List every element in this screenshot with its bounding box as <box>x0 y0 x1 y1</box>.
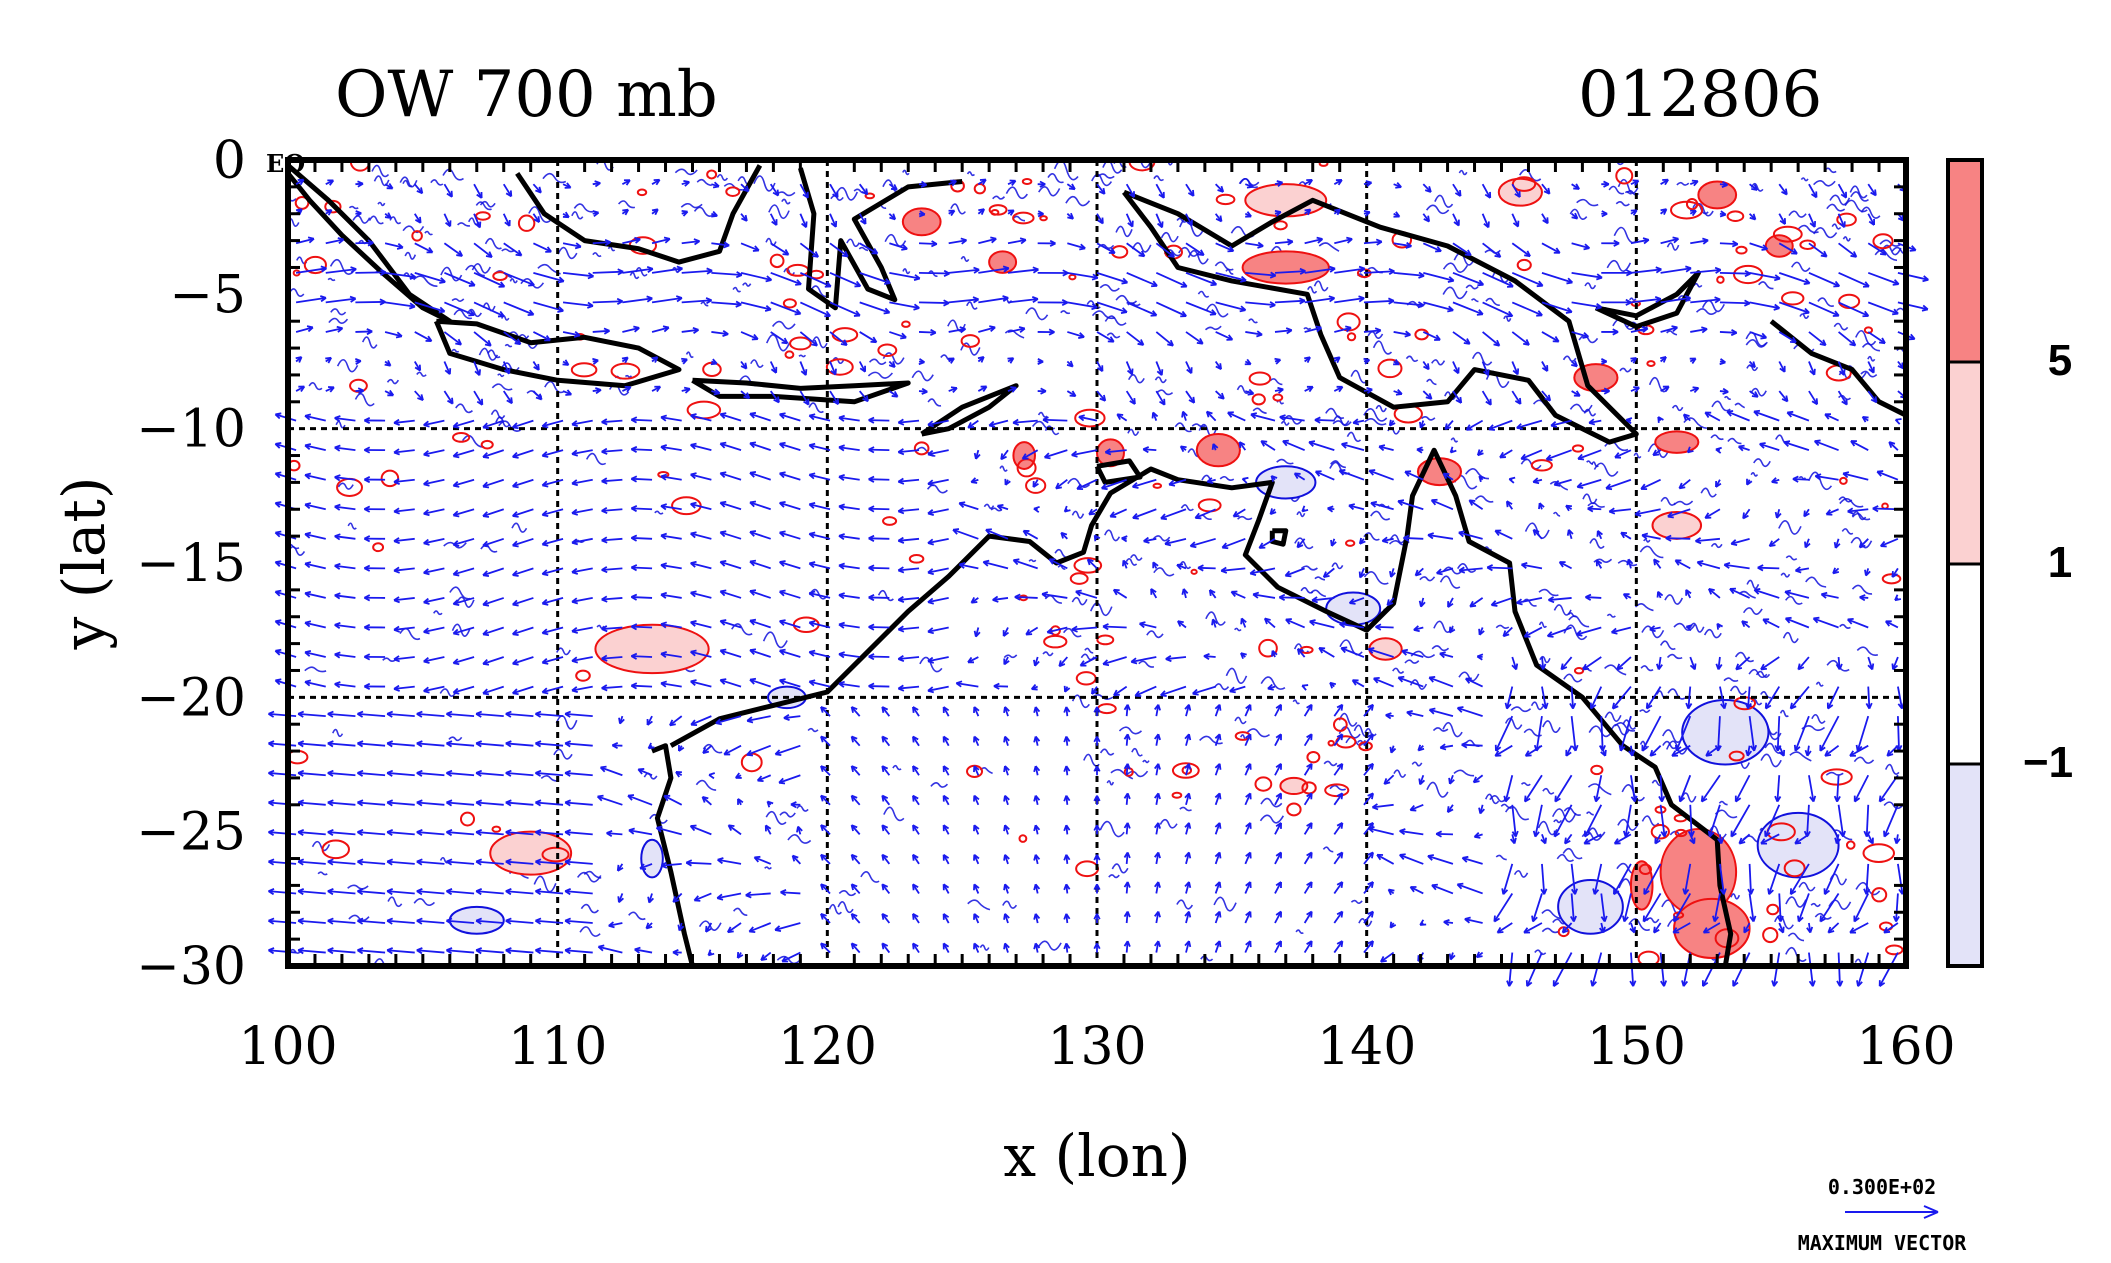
shaded-vorticity-region <box>1681 699 1770 766</box>
shaded-vorticity-region <box>640 838 664 879</box>
y-tick-label: −20 <box>136 668 246 728</box>
map-frame <box>285 157 1909 969</box>
x-tick-label: 160 <box>1856 1017 1955 1077</box>
coastline-path <box>515 164 763 265</box>
x-tick-label: 140 <box>1317 1017 1416 1077</box>
coastline-path <box>288 163 453 324</box>
colorbar-frame <box>1946 158 1984 968</box>
coastline-path <box>691 377 911 405</box>
coastline-path <box>1269 528 1289 547</box>
coastline-path <box>1094 458 1143 485</box>
vector-key: 0.300E+02 MAXIMUM VECTOR <box>1798 1175 1968 1255</box>
colorbar-swatch-negative <box>1948 764 1982 966</box>
colorbar-swatch-positive <box>1948 362 1982 564</box>
coastline-path <box>433 318 682 389</box>
coastline-layer <box>288 163 1906 966</box>
y-tick-label: −5 <box>169 265 246 325</box>
x-tick-label: 100 <box>238 1017 337 1077</box>
colorbar-label-5: 5 <box>2048 336 2072 385</box>
x-tick-label: 110 <box>508 1017 607 1077</box>
shaded-vorticity-region <box>1697 180 1738 210</box>
shaded-vorticity-region <box>1241 250 1330 285</box>
x-tick-label: 130 <box>1047 1017 1146 1077</box>
plot-title: OW 700 mb <box>335 58 718 132</box>
y-tick-label: −10 <box>136 400 246 460</box>
shaded-vorticity-region <box>988 250 1018 274</box>
y-tick-labels: 0 −5 −10 −15 −20 −25 −30 <box>136 131 246 997</box>
vector-key-magnitude: 0.300E+02 <box>1828 1175 1936 1199</box>
colorbar-label-1: 1 <box>2048 538 2072 587</box>
shaded-vorticity-region <box>1325 591 1382 626</box>
shaded-vorticity-region <box>1756 811 1840 879</box>
y-axis-label: y (lat) <box>50 477 118 651</box>
x-tick-labels: 100 110 120 130 140 150 160 <box>238 1017 1955 1077</box>
coastline-path <box>920 383 1019 437</box>
shaded-vorticity-region <box>594 623 710 675</box>
coastline-path <box>651 743 695 966</box>
coastline-path <box>1769 319 1906 418</box>
y-tick-label: 0 <box>213 131 246 191</box>
plot-time-label: 012806 <box>1578 58 1822 132</box>
shaded-vorticity-region <box>1195 433 1241 468</box>
y-tick-label: −15 <box>136 534 246 594</box>
frame-ticks <box>288 160 1906 966</box>
coastline-path <box>1122 189 1639 445</box>
shaded-vorticity-region <box>1654 430 1700 454</box>
x-tick-label: 120 <box>778 1017 877 1077</box>
shaded-vorticity-region <box>1279 776 1309 796</box>
y-tick-label: −25 <box>136 803 246 863</box>
x-axis-label: x (lon) <box>1003 1122 1190 1190</box>
colorbar-swatch-strong-positive <box>1948 160 1982 362</box>
equator-label: EQ <box>266 149 305 178</box>
negative-contour-layer <box>288 160 1906 966</box>
shaded-vorticity-region <box>1764 234 1794 258</box>
colorbar-label-neg1: −1 <box>2023 738 2073 787</box>
vector-key-label: MAXIMUM VECTOR <box>1798 1231 1968 1255</box>
shaded-vorticity-region <box>1557 879 1624 935</box>
colorbar-swatch-neutral <box>1948 564 1982 764</box>
coastline-path <box>798 167 963 311</box>
shaded-vorticity-region <box>901 207 942 237</box>
y-tick-label: −30 <box>136 937 246 997</box>
positive-contour-layer <box>288 160 1904 966</box>
shaded-vorticity-region <box>1651 510 1703 540</box>
colorbar: 5 1 −1 <box>1946 158 2073 968</box>
x-tick-label: 150 <box>1587 1017 1686 1077</box>
wind-vector-layer <box>268 178 1929 987</box>
map-area: EQ <box>266 149 1929 987</box>
